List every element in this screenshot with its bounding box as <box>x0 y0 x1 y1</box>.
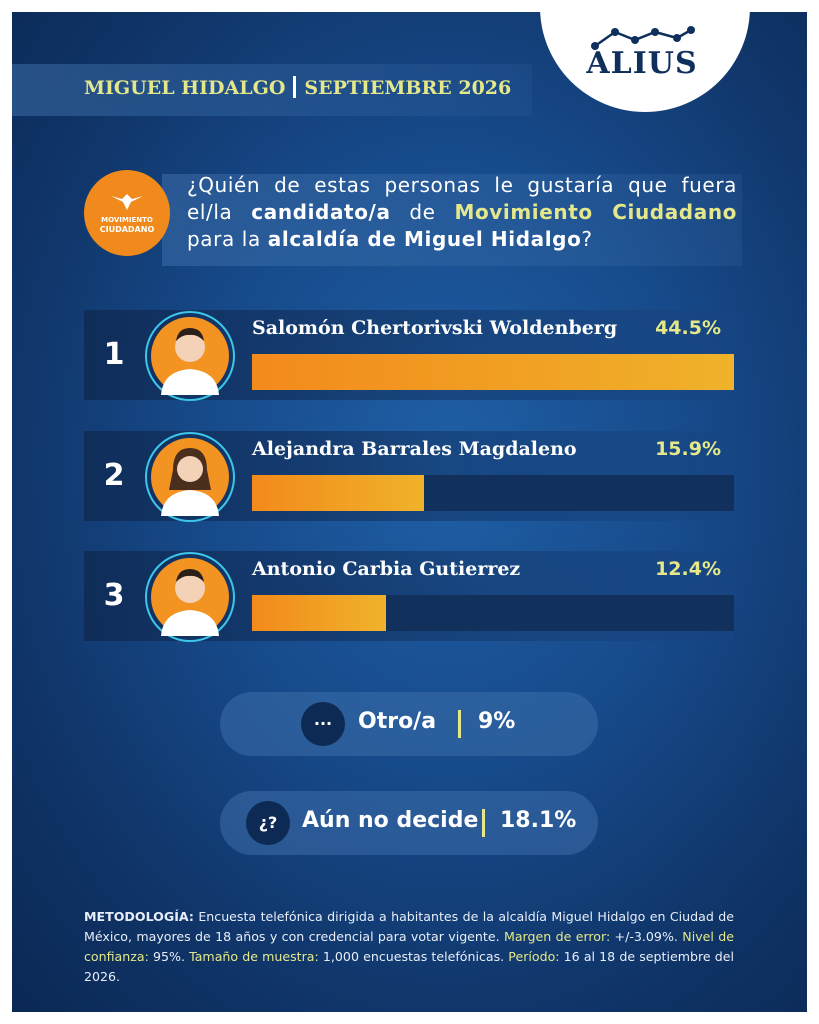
party-logo: MOVIMIENTO CIUDADANO <box>84 170 170 256</box>
bar-fill <box>252 595 386 631</box>
methodology-note: METODOLOGÍA: Encuesta telefónica dirigid… <box>84 907 734 987</box>
header-band <box>12 64 532 116</box>
bar-fill <box>252 475 424 511</box>
question-party-name: Movimiento Ciudadano <box>454 200 737 224</box>
poster: ALIUS MIGUEL HIDALGO SEPTIEMBRE 2026 MOVI… <box>12 12 807 1012</box>
sample-size-label: Tamaño de muestra: <box>189 949 319 964</box>
other-divider <box>458 710 461 738</box>
candidate-percentage: 12.4% <box>655 558 721 580</box>
methodology-text: Encuesta telefónica dirigida a habitante… <box>84 909 734 944</box>
other-value: 9% <box>478 709 516 734</box>
question-text-2: de <box>390 200 455 224</box>
sample-size-value: 1,000 encuestas telefónicas. <box>318 949 509 964</box>
question-bold-office: alcaldía de Miguel Hidalgo <box>267 227 582 251</box>
network-nodes-icon <box>591 26 695 50</box>
other-pill: ··· Otro/a 9% <box>220 692 598 756</box>
eagle-icon <box>111 194 143 210</box>
rank-number: 2 <box>103 458 125 493</box>
undecided-divider <box>482 809 485 837</box>
candidate-name: Alejandra Barrales Magdaleno <box>252 438 577 460</box>
party-logo-line1: MOVIMIENTO <box>101 216 153 224</box>
question-text-1: ¿Quién de estas personas le gustaría que… <box>187 173 737 224</box>
question-mark-icon: ¿? <box>246 801 290 845</box>
candidate-photo <box>145 552 235 642</box>
bar-track <box>252 475 734 511</box>
other-label: Otro/a <box>358 709 437 734</box>
rank-number: 1 <box>103 337 125 372</box>
person-silhouette-icon <box>161 328 219 395</box>
undecided-pill: ¿? Aún no decide 18.1% <box>220 791 598 855</box>
header-title: MIGUEL HIDALGO SEPTIEMBRE 2026 <box>84 76 511 99</box>
question-text-4: ? <box>581 227 593 251</box>
survey-question: ¿Quién de estas personas le gustaría que… <box>187 172 737 253</box>
confidence-label: Nivel de confianza: <box>84 929 735 964</box>
methodology-title: METODOLOGÍA: <box>84 909 194 924</box>
rank-number: 3 <box>103 578 125 613</box>
margin-error-label: Margen de error: <box>503 929 611 944</box>
party-logo-line2: CIUDADANO <box>99 225 155 234</box>
brand-name: ALIUS <box>586 46 698 81</box>
bar-track <box>252 595 734 631</box>
margin-error-value: +/-3.09%. <box>610 929 683 944</box>
question-text-3: para la <box>187 227 268 251</box>
period-value: 16 al 18 de septiembre del 2026. <box>84 949 734 984</box>
header-divider <box>293 76 297 98</box>
ellipsis-icon: ··· <box>301 702 345 746</box>
undecided-label: Aún no decide <box>302 808 479 833</box>
candidate-percentage: 44.5% <box>655 317 721 339</box>
question-band <box>162 174 742 266</box>
bar-track <box>252 354 734 390</box>
bar-fill <box>252 354 734 390</box>
confidence-value: 95%. <box>148 949 190 964</box>
person-silhouette-icon <box>161 448 219 516</box>
candidate-photo <box>145 311 235 401</box>
period-label: Período: <box>508 949 560 964</box>
question-bold-candidate: candidato/a <box>251 200 391 224</box>
candidate-name: Antonio Carbia Gutierrez <box>252 558 521 580</box>
candidate-photo <box>145 432 235 522</box>
candidate-name: Salomón Chertorivski Woldenberg <box>252 317 618 339</box>
header-location: MIGUEL HIDALGO <box>84 77 286 99</box>
header-date: SEPTIEMBRE 2026 <box>304 77 512 99</box>
undecided-value: 18.1% <box>500 808 577 833</box>
candidate-percentage: 15.9% <box>655 438 721 460</box>
person-silhouette-icon <box>161 569 219 636</box>
